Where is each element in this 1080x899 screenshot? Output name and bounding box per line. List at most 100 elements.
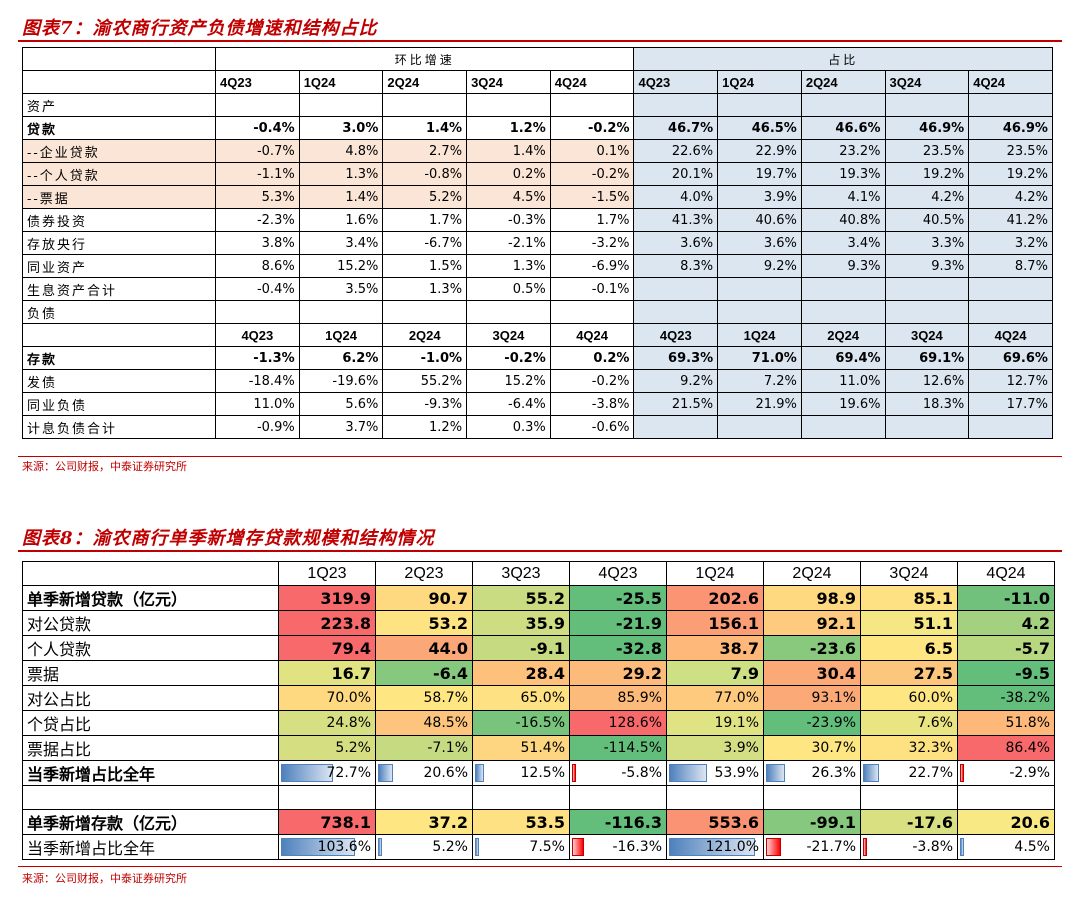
heat-cell: 202.6	[666, 585, 764, 611]
heat-cell: 5.2%	[278, 735, 376, 761]
quarter-header: 2Q24	[382, 323, 468, 347]
growth-cell: -0.2%	[549, 162, 635, 186]
share-cell: 17.7%	[968, 392, 1053, 416]
share-cell: 18.3%	[884, 392, 970, 416]
group-share-header: 占比	[633, 47, 1053, 71]
blank-cell	[968, 300, 1053, 324]
share-cell: 8.3%	[633, 254, 719, 278]
growth-cell: 2.7%	[382, 139, 468, 163]
growth-cell: 3.8%	[215, 231, 300, 255]
heat-cell: 98.9	[763, 585, 861, 611]
growth-cell: -1.0%	[382, 346, 468, 370]
growth-cell: 6.2%	[298, 346, 384, 370]
heat-cell: 319.9	[278, 585, 376, 611]
share-cell: 69.6%	[968, 346, 1053, 370]
table-row: 生息资产合计 -0.4% 3.5% 1.3% 0.5% -0.1%	[22, 277, 1053, 301]
growth-cell: -0.1%	[549, 277, 635, 301]
heat-cell: -11.0	[957, 585, 1055, 611]
cell-value: 12.5%	[520, 765, 565, 781]
share-cell	[968, 277, 1053, 301]
blank-cell	[215, 93, 300, 117]
quarter-header-row: 1Q23 2Q23 3Q23 4Q23 1Q24 2Q24 3Q24 4Q24	[22, 561, 1055, 586]
bar-cell: 103.6%	[278, 834, 376, 860]
heat-cell: -99.1	[763, 809, 861, 835]
heat-cell: 65.0%	[472, 685, 570, 711]
share-cell: 40.8%	[800, 208, 886, 232]
quarter-header-row: 4Q23 1Q24 2Q24 3Q24 4Q24 4Q23 1Q24 2Q24 3Q24 4Q24	[22, 70, 1053, 94]
share-cell	[800, 277, 886, 301]
table-row: --票据 5.3% 1.4% 5.2% 4.5% -1.5% 4.0% 3.9% 4.1% 4.2…	[22, 185, 1053, 209]
growth-cell: -1.3%	[215, 346, 300, 370]
blank-cell	[549, 300, 635, 324]
heat-cell: 92.1	[763, 610, 861, 636]
figure7-table: 环比增速 占比 4Q23 1Q24 2Q24 3Q24 4Q24 4Q23 1Q24 2Q24 3Q…	[22, 47, 1053, 439]
growth-cell: 4.5%	[466, 185, 551, 209]
quarter-header: 2Q24	[800, 323, 886, 347]
blank-cell	[549, 93, 635, 117]
growth-cell: 1.6%	[298, 208, 384, 232]
growth-cell: 1.3%	[382, 277, 468, 301]
heat-cell: -25.5	[569, 585, 667, 611]
heat-cell: 55.2	[472, 585, 570, 611]
share-cell: 4.1%	[800, 185, 886, 209]
heat-cell: 6.5	[860, 635, 958, 661]
heat-cell: 85.9%	[569, 685, 667, 711]
quarter-header: 4Q23	[633, 70, 719, 94]
negative-data-bar	[572, 764, 576, 782]
cell-value: 20.6%	[423, 765, 468, 781]
row-label: 个人贷款	[22, 635, 279, 661]
share-cell	[884, 415, 970, 439]
growth-cell: -0.2%	[466, 346, 551, 370]
heat-cell: 30.4	[763, 660, 861, 686]
growth-cell: 1.3%	[466, 254, 551, 278]
table-row: 存款 -1.3% 6.2% -1.0% -0.2% 0.2% 69.3% 71.0% 69.4%…	[22, 346, 1053, 370]
liab-quarter-header-row: 4Q23 1Q24 2Q24 3Q24 4Q24 4Q23 1Q24 2Q24 3Q24 4Q24	[22, 323, 1053, 347]
blank-cell	[298, 300, 384, 324]
share-cell: 46.6%	[800, 116, 886, 140]
negative-data-bar	[766, 838, 782, 856]
quarter-header: 3Q24	[860, 561, 958, 586]
cell-value: -16.3%	[612, 839, 662, 855]
table-row: 个贷占比 24.8% 48.5% -16.5% 128.6% 19.1% -23.9% 7.6…	[22, 710, 1055, 736]
table-row: 对公占比 70.0% 58.7% 65.0% 85.9% 77.0% 93.1% 60.0% -…	[22, 685, 1055, 711]
heat-cell: 38.7	[666, 635, 764, 661]
bar-cell: -21.7%	[763, 834, 861, 860]
row-label: --企业贷款	[22, 139, 216, 163]
cell-value: 72.7%	[326, 765, 371, 781]
heat-cell: 51.8%	[957, 710, 1055, 736]
growth-cell: -19.6%	[298, 369, 384, 393]
row-label: 生息资产合计	[22, 277, 216, 301]
row-label: 存放央行	[22, 231, 216, 255]
cell-value: 7.5%	[529, 839, 565, 855]
growth-cell: 1.2%	[466, 116, 551, 140]
heat-cell: -5.7	[957, 635, 1055, 661]
blank-cell	[717, 93, 802, 117]
row-label: 当季新增占比全年	[22, 834, 279, 860]
quarter-header: 4Q23	[569, 561, 667, 586]
share-cell: 22.6%	[633, 139, 719, 163]
bar-cell: -2.9%	[957, 760, 1055, 786]
share-cell: 69.3%	[633, 346, 719, 370]
share-cell: 19.6%	[800, 392, 886, 416]
heat-cell: -114.5%	[569, 735, 667, 761]
row-label: 存款	[22, 346, 216, 370]
cell-value: 121.0%	[705, 839, 759, 855]
share-cell: 11.0%	[800, 369, 886, 393]
table-row: --企业贷款 -0.7% 4.8% 2.7% 1.4% 0.1% 22.6% 22.9% 23.…	[22, 139, 1053, 163]
figure8-bottom-rule	[18, 866, 1062, 867]
quarter-header: 3Q24	[466, 70, 551, 94]
heat-cell: 85.1	[860, 585, 958, 611]
blank-cell	[968, 93, 1053, 117]
growth-cell: -0.7%	[215, 139, 300, 163]
cell-value: 26.3%	[811, 765, 856, 781]
blank-cell	[466, 93, 551, 117]
share-cell: 7.2%	[717, 369, 802, 393]
cell-value: 4.5%	[1014, 839, 1050, 855]
heat-cell: -16.5%	[472, 710, 570, 736]
blank-cell	[22, 70, 216, 94]
bar-cell: 26.3%	[763, 760, 861, 786]
quarter-header: 3Q24	[884, 323, 970, 347]
section-label: 资产	[22, 93, 216, 117]
growth-cell: 55.2%	[382, 369, 468, 393]
row-label: 票据占比	[22, 735, 279, 761]
